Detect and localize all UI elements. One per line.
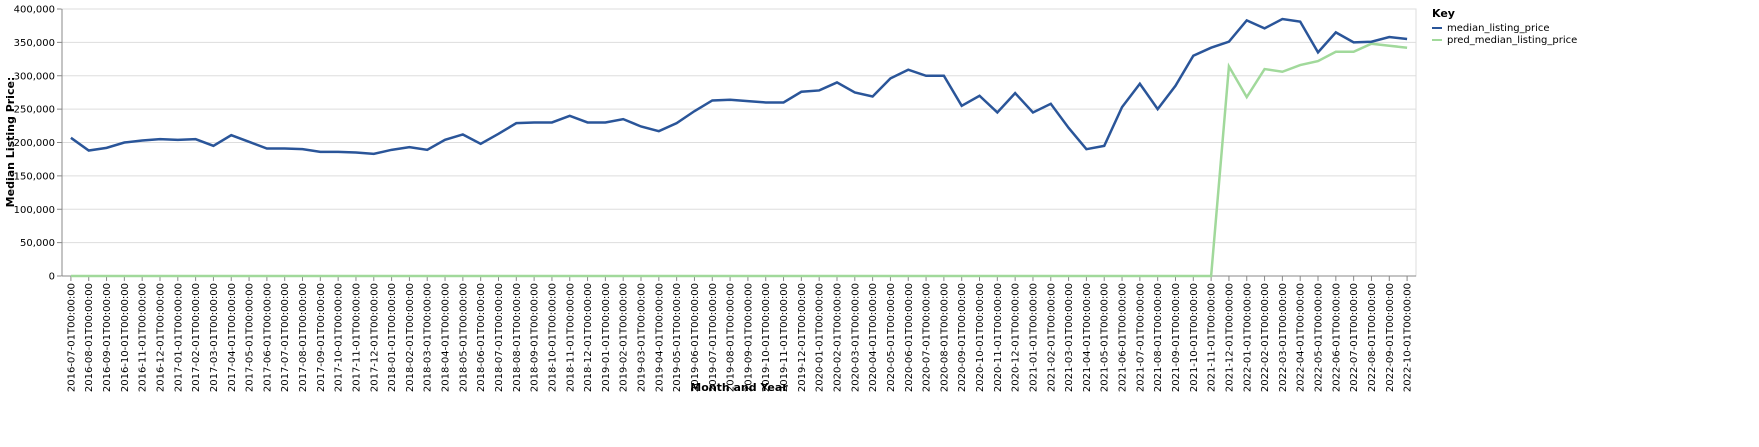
x-tick-label: 2022-04-01T00:00:00 — [1296, 283, 1307, 392]
legend-title: Key — [1432, 7, 1455, 20]
x-tick-label: 2020-05-01T00:00:00 — [886, 283, 897, 392]
x-tick-label: 2022-03-01T00:00:00 — [1278, 283, 1289, 392]
x-tick-label: 2021-01-01T00:00:00 — [1028, 283, 1039, 392]
x-tick-label: 2019-05-01T00:00:00 — [672, 283, 683, 392]
x-tick-label: 2019-06-01T00:00:00 — [690, 283, 701, 392]
x-tick-label: 2018-03-01T00:00:00 — [423, 283, 434, 392]
y-tick-label: 150,000 — [14, 171, 55, 182]
x-tick-label: 2019-12-01T00:00:00 — [797, 283, 808, 392]
x-tick-label: 2017-10-01T00:00:00 — [334, 283, 345, 392]
y-tick-label: 100,000 — [14, 205, 55, 216]
x-tick-label: 2018-11-01T00:00:00 — [565, 283, 576, 392]
legend-label: pred_median_listing_price — [1447, 35, 1577, 46]
x-tick-label: 2017-06-01T00:00:00 — [262, 283, 273, 392]
y-axis-title: Median Listing Price: — [4, 77, 17, 208]
x-tick-label: 2020-01-01T00:00:00 — [815, 283, 826, 392]
legend-label: median_listing_price — [1447, 23, 1550, 34]
series-line — [70, 17, 1408, 156]
x-tick-label: 2022-08-01T00:00:00 — [1367, 283, 1378, 392]
y-tick-label: 200,000 — [14, 138, 55, 149]
x-tick-label: 2018-05-01T00:00:00 — [458, 283, 469, 392]
x-tick-label: 2020-10-01T00:00:00 — [975, 283, 986, 392]
y-tick-label: 250,000 — [14, 105, 55, 116]
x-tick-label: 2022-01-01T00:00:00 — [1242, 283, 1253, 392]
x-tick-label: 2017-07-01T00:00:00 — [280, 283, 291, 392]
x-tick-label: 2016-11-01T00:00:00 — [138, 283, 149, 392]
x-tick-label: 2019-08-01T00:00:00 — [726, 283, 737, 392]
x-tick-label: 2019-02-01T00:00:00 — [619, 283, 630, 392]
x-tick-label: 2020-02-01T00:00:00 — [832, 283, 843, 392]
x-tick-label: 2022-10-01T00:00:00 — [1403, 283, 1414, 392]
x-tick-label: 2017-01-01T00:00:00 — [173, 283, 184, 392]
x-tick-label: 2018-08-01T00:00:00 — [512, 283, 523, 392]
x-tick-label: 2017-03-01T00:00:00 — [209, 283, 220, 392]
x-tick-label: 2022-09-01T00:00:00 — [1385, 283, 1396, 392]
x-axis-title: Month and Year — [690, 381, 788, 394]
x-tick-label: 2017-05-01T00:00:00 — [245, 283, 256, 392]
series-line — [70, 42, 1408, 278]
x-tick-label: 2022-07-01T00:00:00 — [1349, 283, 1360, 392]
x-tick-label: 2019-07-01T00:00:00 — [708, 283, 719, 392]
x-tick-label: 2017-08-01T00:00:00 — [298, 283, 309, 392]
x-tick-label: 2016-08-01T00:00:00 — [84, 283, 95, 392]
x-tick-label: 2021-04-01T00:00:00 — [1082, 283, 1093, 392]
x-tick-label: 2019-10-01T00:00:00 — [761, 283, 772, 392]
x-tick-label: 2020-04-01T00:00:00 — [868, 283, 879, 392]
x-tick-label: 2016-12-01T00:00:00 — [155, 283, 166, 392]
x-tick-label: 2018-09-01T00:00:00 — [530, 283, 541, 392]
y-tick-label: 350,000 — [14, 38, 55, 49]
x-tick-label: 2016-09-01T00:00:00 — [102, 283, 113, 392]
x-tick-label: 2019-11-01T00:00:00 — [779, 283, 790, 392]
x-tick-label: 2019-04-01T00:00:00 — [654, 283, 665, 392]
y-tick-label: 300,000 — [14, 71, 55, 82]
x-tick-label: 2016-07-01T00:00:00 — [66, 283, 77, 392]
x-tick-label: 2017-09-01T00:00:00 — [316, 283, 327, 392]
x-tick-label: 2018-12-01T00:00:00 — [583, 283, 594, 392]
x-tick-label: 2019-01-01T00:00:00 — [601, 283, 612, 392]
y-tick-label: 50,000 — [20, 238, 55, 249]
x-tick-label: 2017-04-01T00:00:00 — [227, 283, 238, 392]
x-tick-label: 2020-06-01T00:00:00 — [904, 283, 915, 392]
x-tick-label: 2020-08-01T00:00:00 — [939, 283, 950, 392]
x-tick-label: 2017-11-01T00:00:00 — [351, 283, 362, 392]
x-tick-label: 2018-02-01T00:00:00 — [405, 283, 416, 392]
x-tick-label: 2022-02-01T00:00:00 — [1260, 283, 1271, 392]
x-tick-label: 2021-07-01T00:00:00 — [1135, 283, 1146, 392]
x-tick-label: 2016-10-01T00:00:00 — [120, 283, 131, 392]
x-tick-label: 2021-10-01T00:00:00 — [1189, 283, 1200, 392]
x-tick-label: 2018-01-01T00:00:00 — [387, 283, 398, 392]
x-tick-label: 2018-07-01T00:00:00 — [494, 283, 505, 392]
x-tick-label: 2021-08-01T00:00:00 — [1153, 283, 1164, 392]
x-tick-label: 2020-11-01T00:00:00 — [993, 283, 1004, 392]
x-tick-label: 2018-04-01T00:00:00 — [441, 283, 452, 392]
x-tick-label: 2020-09-01T00:00:00 — [957, 283, 968, 392]
x-tick-label: 2021-12-01T00:00:00 — [1224, 283, 1235, 392]
x-tick-label: 2022-06-01T00:00:00 — [1331, 283, 1342, 392]
x-tick-label: 2017-02-01T00:00:00 — [191, 283, 202, 392]
x-tick-label: 2020-07-01T00:00:00 — [922, 283, 933, 392]
y-tick-label: 400,000 — [14, 5, 55, 16]
x-tick-label: 2020-03-01T00:00:00 — [850, 283, 861, 392]
x-tick-label: 2018-06-01T00:00:00 — [476, 283, 487, 392]
x-tick-label: 2017-12-01T00:00:00 — [369, 283, 380, 392]
x-tick-label: 2021-11-01T00:00:00 — [1207, 283, 1218, 392]
x-tick-label: 2018-10-01T00:00:00 — [547, 283, 558, 392]
x-tick-label: 2019-09-01T00:00:00 — [743, 283, 754, 392]
x-tick-label: 2021-05-01T00:00:00 — [1100, 283, 1111, 392]
x-tick-label: 2021-03-01T00:00:00 — [1064, 283, 1075, 392]
x-tick-label: 2019-03-01T00:00:00 — [637, 283, 648, 392]
x-tick-label: 2021-06-01T00:00:00 — [1118, 283, 1129, 392]
x-tick-label: 2021-02-01T00:00:00 — [1046, 283, 1057, 392]
x-tick-label: 2021-09-01T00:00:00 — [1171, 283, 1182, 392]
y-tick-label: 0 — [49, 272, 55, 283]
x-tick-label: 2022-05-01T00:00:00 — [1314, 283, 1325, 392]
x-tick-label: 2020-12-01T00:00:00 — [1011, 283, 1022, 392]
